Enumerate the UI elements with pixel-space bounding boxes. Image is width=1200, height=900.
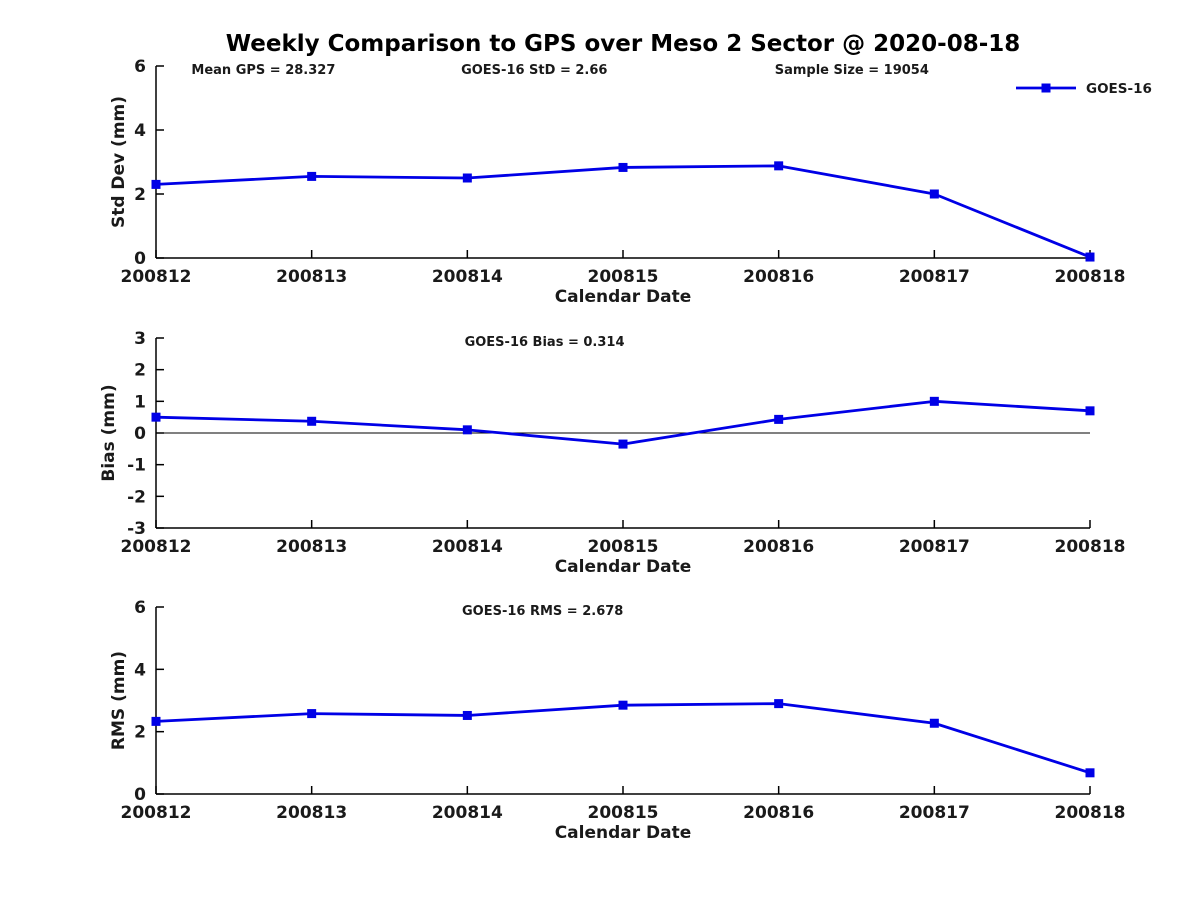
data-point-marker — [307, 171, 317, 181]
std-dev-chart: 0 2 4 6 200812 200813 200814 200815 200816 200817… — [109, 57, 1152, 307]
data-point-marker — [1085, 252, 1095, 262]
annotation-text: GOES-16 StD = 2.66 — [461, 63, 607, 78]
data-point-marker — [151, 412, 161, 422]
x-tick-label: 200818 — [1055, 803, 1126, 823]
y-tick-label: 0 — [134, 249, 146, 269]
x-tick-label: 200818 — [1055, 267, 1126, 287]
data-point-marker — [307, 416, 317, 426]
x-tick-label: 200816 — [743, 537, 814, 557]
x-tick-label: 200814 — [432, 537, 503, 557]
y-tick-label: 4 — [134, 660, 146, 680]
x-tick-label: 200815 — [588, 267, 659, 287]
data-point-marker — [618, 439, 628, 449]
x-tick-label: 200812 — [121, 537, 192, 557]
y-tick-label: 2 — [134, 723, 146, 743]
data-point-marker — [462, 425, 472, 435]
legend: GOES-16 — [1016, 81, 1152, 97]
data-point-marker — [1085, 406, 1095, 416]
y-tick-label: -2 — [127, 487, 146, 507]
x-axis-label: Calendar Date — [555, 287, 692, 307]
data-point-marker — [929, 396, 939, 406]
data-point-marker — [929, 718, 939, 728]
data-point-marker — [618, 700, 628, 710]
rms-chart: 0 2 4 6 200812 200813 200814 200815 200816 200817… — [109, 598, 1125, 843]
data-point-marker — [774, 414, 784, 424]
y-tick-label: 3 — [134, 329, 146, 349]
y-axis-label: RMS (mm) — [109, 651, 129, 750]
x-tick-label: 200813 — [276, 267, 347, 287]
y-tick-label: -3 — [127, 519, 146, 539]
data-point-marker — [929, 189, 939, 199]
y-axis-label: Std Dev (mm) — [109, 96, 129, 228]
legend-marker — [1041, 83, 1051, 93]
y-tick-label: 2 — [134, 185, 146, 205]
x-tick-label: 200812 — [121, 803, 192, 823]
y-tick-label: 0 — [134, 424, 146, 444]
y-tick-label: -1 — [127, 456, 146, 476]
x-tick-label: 200816 — [743, 267, 814, 287]
y-tick-label: 2 — [134, 361, 146, 381]
x-tick-label: 200814 — [432, 803, 503, 823]
annotation-text: GOES-16 Bias = 0.314 — [465, 335, 625, 350]
x-axis-label: Calendar Date — [555, 823, 692, 843]
data-point-marker — [618, 162, 628, 172]
x-tick-label: 200813 — [276, 537, 347, 557]
data-point-marker — [151, 716, 161, 726]
y-tick-label: 4 — [134, 121, 146, 141]
data-point-marker — [1085, 768, 1095, 778]
legend-label: GOES-16 — [1086, 81, 1152, 97]
y-axis-label: Bias (mm) — [99, 384, 119, 481]
annotation-text: GOES-16 RMS = 2.678 — [462, 604, 623, 619]
annotation-text: Sample Size = 19054 — [775, 63, 929, 78]
x-tick-label: 200813 — [276, 803, 347, 823]
y-tick-label: 1 — [134, 392, 146, 412]
x-tick-label: 200817 — [899, 803, 970, 823]
data-point-marker — [774, 161, 784, 171]
data-point-marker — [774, 699, 784, 709]
y-tick-label: 0 — [134, 785, 146, 805]
x-tick-label: 200816 — [743, 803, 814, 823]
x-tick-label: 200812 — [121, 267, 192, 287]
series-line-goes-16 — [155, 399, 1091, 446]
series-line-goes-16 — [155, 702, 1091, 775]
x-tick-label: 200817 — [899, 537, 970, 557]
y-tick-label: 6 — [134, 598, 146, 618]
x-tick-label: 200814 — [432, 267, 503, 287]
data-point-marker — [462, 173, 472, 183]
figure-title: Weekly Comparison to GPS over Meso 2 Sec… — [225, 31, 1021, 57]
x-tick-label: 200815 — [588, 803, 659, 823]
annotation-text: Mean GPS = 28.327 — [191, 63, 335, 78]
series-line-goes-16 — [155, 164, 1091, 259]
data-point-marker — [151, 179, 161, 189]
bias-chart: -3 -2 -1 0 1 2 3 200812 200813 200814 200815 200816… — [99, 329, 1125, 577]
data-point-marker — [462, 710, 472, 720]
x-tick-label: 200818 — [1055, 537, 1126, 557]
x-axis-label: Calendar Date — [555, 557, 692, 577]
x-tick-label: 200815 — [588, 537, 659, 557]
data-point-marker — [307, 709, 317, 719]
x-tick-label: 200817 — [899, 267, 970, 287]
y-tick-label: 6 — [134, 57, 146, 77]
